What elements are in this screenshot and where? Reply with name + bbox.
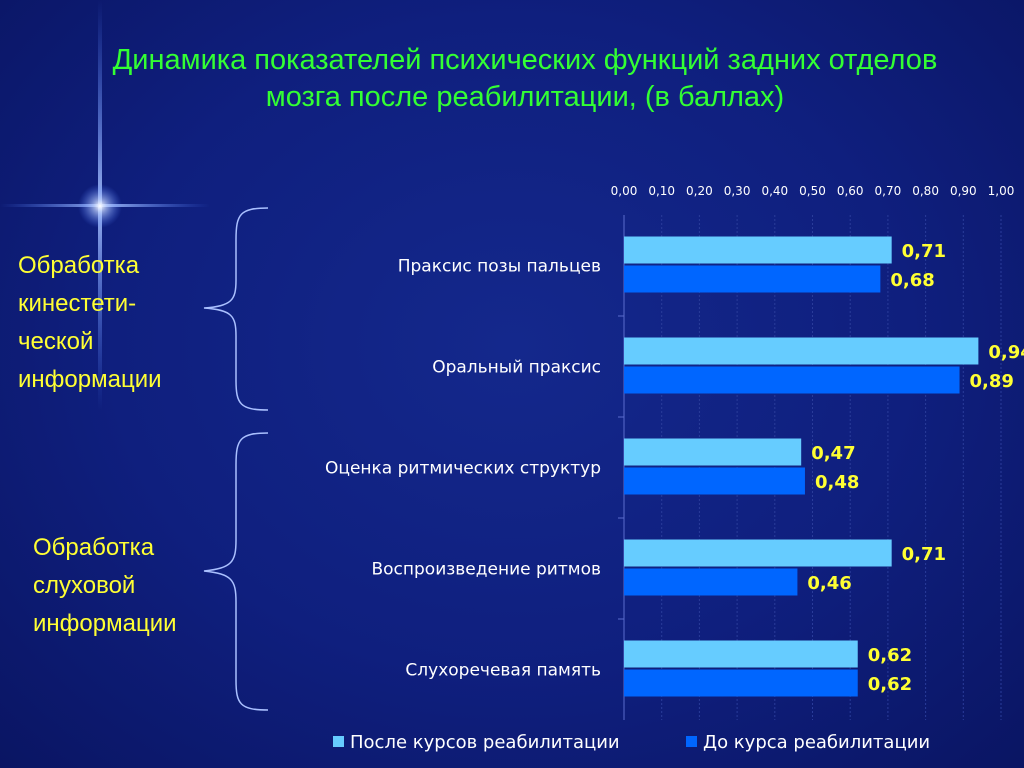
bar	[624, 366, 960, 394]
data-label: 0,62	[868, 645, 912, 666]
category-label: Слухоречевая память	[405, 661, 601, 681]
bar	[624, 236, 892, 264]
group-label-line: слуховой	[33, 572, 136, 599]
bar	[624, 568, 798, 596]
legend-swatch	[686, 736, 697, 747]
x-tick-label: 0,30	[724, 184, 751, 198]
x-tick-label: 0,90	[950, 184, 977, 198]
bar	[624, 265, 881, 293]
group-label-line: информации	[18, 366, 162, 393]
group-label-line: ческой	[18, 328, 94, 355]
x-tick-label: 1,00	[988, 184, 1015, 198]
x-tick-label: 0,50	[799, 184, 826, 198]
group-label-line: Обработка	[18, 252, 140, 279]
group-label-line: информации	[33, 610, 177, 637]
bar	[624, 467, 805, 495]
brace-kinesthetic	[203, 207, 269, 411]
x-tick-label: 0,40	[761, 184, 788, 198]
bar	[624, 539, 892, 567]
bar	[624, 669, 858, 697]
data-label: 0,89	[970, 371, 1014, 392]
group-label-line: Обработка	[33, 534, 155, 561]
brace-decorations	[203, 207, 269, 711]
data-label: 0,94	[988, 342, 1024, 363]
legend-label: До курса реабилитации	[703, 732, 930, 753]
title-line-2: мозга после реабилитации, (в баллах)	[265, 81, 785, 113]
category-label: Праксис позы пальцев	[398, 257, 601, 277]
group-label-auditory: Обработка слуховой информации	[33, 529, 177, 643]
data-label: 0,71	[902, 241, 946, 262]
bar	[624, 337, 979, 365]
data-label: 0,46	[807, 573, 851, 594]
legend-label: После курсов реабилитации	[350, 732, 620, 753]
slide-title: Динамика показателей психических функций…	[20, 42, 1024, 116]
legend-swatch	[333, 736, 344, 747]
x-tick-label: 0,80	[912, 184, 939, 198]
sparkle-decoration	[0, 0, 210, 410]
data-label: 0,47	[811, 443, 855, 464]
category-label: Оценка ритмических структур	[325, 459, 601, 479]
bar	[624, 438, 802, 466]
bar	[624, 640, 858, 668]
x-tick-label: 0,70	[875, 184, 902, 198]
x-tick-label: 0,00	[611, 184, 638, 198]
x-tick-label: 0,60	[837, 184, 864, 198]
brace-auditory	[203, 432, 269, 711]
data-label: 0,48	[815, 472, 859, 493]
x-tick-label: 0,10	[648, 184, 675, 198]
category-label: Оральный праксис	[432, 358, 601, 378]
data-label: 0,68	[890, 270, 934, 291]
data-label: 0,62	[868, 674, 912, 695]
category-label: Воспроизведение ритмов	[371, 560, 601, 580]
title-line-1: Динамика показателей психических функций…	[112, 44, 938, 76]
data-label: 0,71	[902, 544, 946, 565]
x-tick-label: 0,20	[686, 184, 713, 198]
group-label-line: кинестети-	[18, 290, 137, 317]
group-label-kinesthetic: Обработка кинестети- ческой информации	[18, 247, 162, 399]
